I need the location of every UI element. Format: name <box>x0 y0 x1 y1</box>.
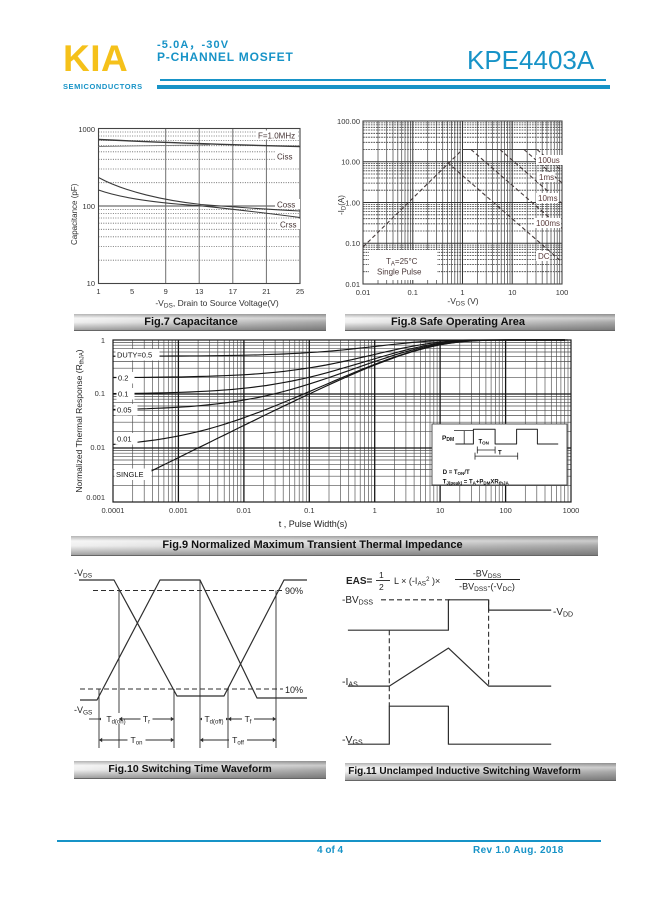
svg-text:-ID(A): -ID(A) <box>337 195 348 215</box>
svg-text:-VGS: -VGS <box>74 705 93 717</box>
svg-text:1.00: 1.00 <box>345 198 360 207</box>
svg-text:25: 25 <box>296 287 304 296</box>
svg-text:21: 21 <box>262 287 270 296</box>
svg-text:1: 1 <box>373 506 377 515</box>
svg-text:Crss: Crss <box>280 221 296 230</box>
svg-text:1ms: 1ms <box>539 173 554 182</box>
svg-text:0.1: 0.1 <box>95 389 105 398</box>
svg-text:10: 10 <box>508 288 516 297</box>
svg-text:10: 10 <box>87 279 95 288</box>
svg-text:Tr: Tr <box>143 714 150 726</box>
svg-text:Td(on): Td(on) <box>106 714 125 726</box>
svg-text:0.1: 0.1 <box>304 506 314 515</box>
svg-text:1: 1 <box>379 570 384 580</box>
svg-text:0.1: 0.1 <box>118 390 128 399</box>
svg-text:100us: 100us <box>538 156 560 165</box>
svg-text:-VDS: -VDS <box>74 568 93 580</box>
svg-text:PDM: PDM <box>442 435 454 443</box>
svg-text:0.01: 0.01 <box>90 443 105 452</box>
svg-text:0.05: 0.05 <box>117 406 132 415</box>
svg-text:TA=25°C: TA=25°C <box>386 257 418 268</box>
svg-text:0.01: 0.01 <box>237 506 252 515</box>
svg-text:10ms: 10ms <box>538 194 558 203</box>
svg-text:1: 1 <box>96 287 100 296</box>
svg-text:Td(off): Td(off) <box>204 714 223 726</box>
svg-text:10%: 10% <box>285 685 303 695</box>
svg-text:100: 100 <box>556 288 569 297</box>
svg-text:Toff: Toff <box>232 735 244 747</box>
svg-text:17: 17 <box>229 287 237 296</box>
svg-text:Capacitance (pF): Capacitance (pF) <box>70 183 79 245</box>
svg-text:TJ(peak) = TA+PDMXRthJA: TJ(peak) = TA+PDMXRthJA <box>443 480 510 486</box>
svg-text:1000: 1000 <box>563 506 580 515</box>
svg-text:0.01: 0.01 <box>356 288 371 297</box>
svg-text:-BVDSS: -BVDSS <box>342 595 373 607</box>
svg-text:1: 1 <box>460 288 464 297</box>
svg-text:0.2: 0.2 <box>118 374 128 383</box>
svg-text:Normalized Thermal Response (R: Normalized Thermal Response (RthJA) <box>74 349 86 492</box>
svg-text:0.1: 0.1 <box>408 288 418 297</box>
svg-text:1000: 1000 <box>78 125 95 134</box>
svg-text:100.00: 100.00 <box>337 117 360 126</box>
svg-text:-VDS, Drain to Source Voltage(: -VDS, Drain to Source Voltage(V) <box>155 298 279 310</box>
svg-text:13: 13 <box>195 287 203 296</box>
svg-text:1: 1 <box>101 336 105 345</box>
svg-text:Tf: Tf <box>245 714 252 726</box>
svg-text:SINGLE: SINGLE <box>116 470 144 479</box>
svg-text:F=1.0MHz: F=1.0MHz <box>258 132 295 141</box>
svg-text:-BVDSS: -BVDSS <box>473 569 502 581</box>
svg-text:TON: TON <box>479 440 489 446</box>
svg-text:EAS=: EAS= <box>346 576 373 587</box>
svg-text:90%: 90% <box>285 586 303 596</box>
svg-text:100: 100 <box>499 506 512 515</box>
svg-text:0.10: 0.10 <box>345 239 360 248</box>
svg-text:Ton: Ton <box>131 735 143 747</box>
svg-text:Ciss: Ciss <box>277 153 293 162</box>
svg-text:10.00: 10.00 <box>341 158 360 167</box>
svg-text:2: 2 <box>379 582 384 592</box>
svg-text:DUTY=0.5: DUTY=0.5 <box>117 351 152 360</box>
svg-text:-VDD: -VDD <box>553 607 573 619</box>
svg-text:0.0001: 0.0001 <box>102 506 125 515</box>
svg-text:DC: DC <box>538 252 550 261</box>
svg-text:-BVDSS-(-VDC): -BVDSS-(-VDC) <box>459 582 515 594</box>
svg-text:0.001: 0.001 <box>86 493 105 502</box>
svg-text:-VDS (V): -VDS (V) <box>447 296 478 308</box>
svg-text:100: 100 <box>82 202 95 211</box>
svg-text:10: 10 <box>436 506 444 515</box>
svg-text:T: T <box>498 451 502 457</box>
svg-text:t , Pulse Width(s): t , Pulse Width(s) <box>279 519 348 529</box>
svg-text:0.01: 0.01 <box>345 280 360 289</box>
svg-text:0.01: 0.01 <box>117 435 132 444</box>
svg-text:100ms: 100ms <box>536 219 560 228</box>
svg-text:5: 5 <box>130 287 134 296</box>
svg-text:Coss: Coss <box>277 201 295 210</box>
svg-text:L × (-IAS2 )×: L × (-IAS2 )× <box>394 576 440 588</box>
svg-text:9: 9 <box>164 287 168 296</box>
svg-text:Single Pulse: Single Pulse <box>377 268 422 277</box>
svg-text:0.001: 0.001 <box>169 506 188 515</box>
svg-text:D = TON/T: D = TON/T <box>443 470 470 476</box>
